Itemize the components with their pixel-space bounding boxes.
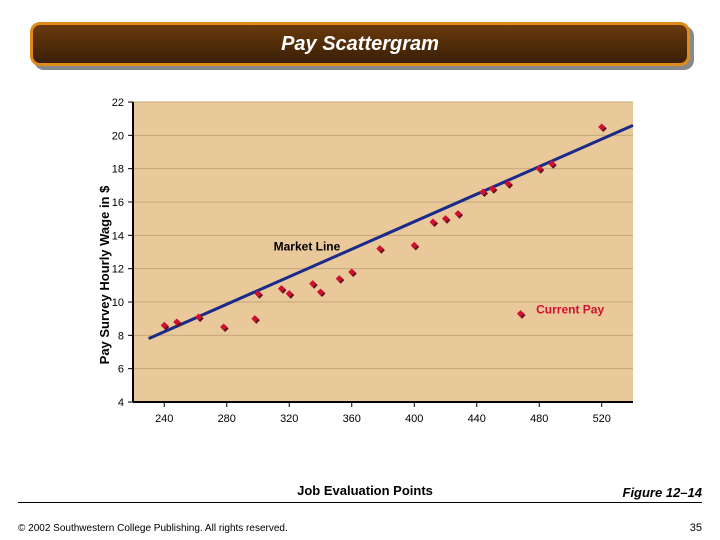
chart-annotation: Market Line [274,239,341,253]
svg-text:14: 14 [112,230,124,242]
svg-text:240: 240 [155,413,173,425]
y-axis-label: Pay Survey Hourly Wage in $ [97,186,112,365]
footer-divider [18,502,702,503]
svg-text:320: 320 [280,413,298,425]
svg-text:280: 280 [218,413,236,425]
svg-text:440: 440 [468,413,486,425]
svg-text:4: 4 [118,397,124,409]
scatter-chart: 4 6 8 10 12 14 16 18 20 22 240 280 320 360 400 440 480 52… [85,90,645,460]
svg-text:400: 400 [405,413,423,425]
page-number: 35 [690,522,702,534]
footer: © 2002 Southwestern College Publishing. … [0,502,720,540]
svg-text:8: 8 [118,330,124,342]
svg-text:520: 520 [593,413,611,425]
svg-text:16: 16 [112,197,124,209]
title-banner-face: Pay Scattergram [30,22,690,66]
svg-text:360: 360 [343,413,361,425]
svg-text:18: 18 [112,164,124,176]
svg-text:20: 20 [112,130,124,142]
svg-text:22: 22 [112,97,124,109]
copyright-text: © 2002 Southwestern College Publishing. … [18,523,288,534]
figure-label: Figure 12–14 [623,485,703,500]
chart-annotation: Current Pay [536,303,604,317]
title-banner: Pay Scattergram [30,22,690,66]
chart-svg: 4 6 8 10 12 14 16 18 20 22 240 280 320 360 400 440 480 52… [85,90,645,460]
svg-text:12: 12 [112,264,124,276]
title-text: Pay Scattergram [281,33,439,56]
svg-text:480: 480 [530,413,548,425]
x-axis-label: Job Evaluation Points [297,483,433,498]
svg-text:10: 10 [112,297,124,309]
svg-text:6: 6 [118,364,124,376]
